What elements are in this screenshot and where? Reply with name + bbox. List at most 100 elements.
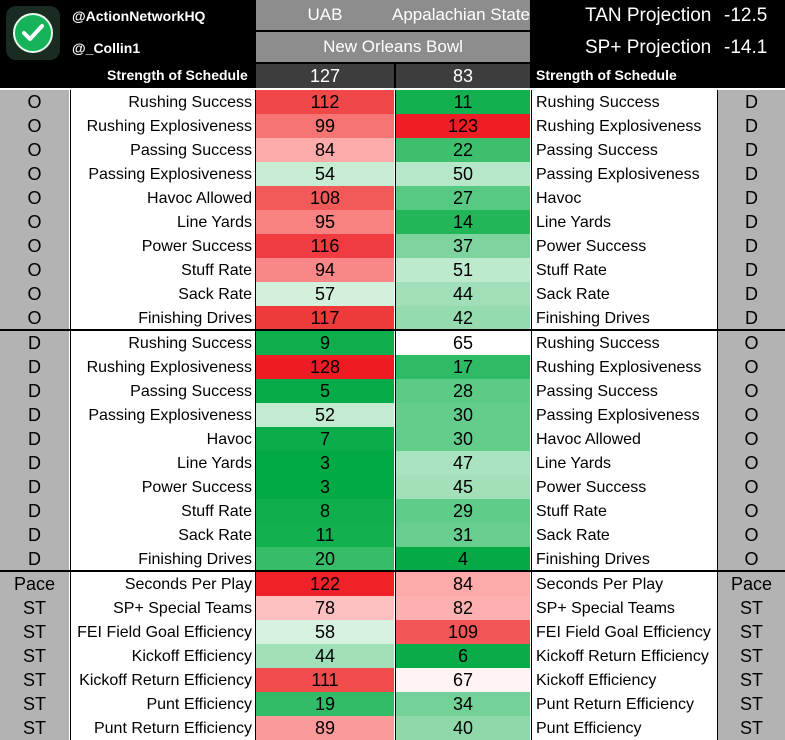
team-b-rank: 14 — [396, 210, 530, 234]
team-a-rank: 116 — [256, 234, 394, 258]
team-a-rank: 54 — [256, 162, 394, 186]
right-side-code: O — [718, 331, 785, 355]
left-side-code: O — [0, 90, 69, 114]
left-stat-label: Power Success — [141, 238, 252, 255]
right-stat-label: Power Success — [536, 238, 647, 255]
sp-projection-label: SP+ Projection — [585, 37, 712, 58]
team-b-rank: 47 — [396, 451, 530, 475]
left-stat-label: Havoc — [206, 431, 252, 448]
table-row: O Passing Explosiveness 54 50 Passing Explos… — [0, 162, 785, 186]
left-stat-label: Kickoff Efficiency — [131, 648, 252, 665]
team-a-rank: 57 — [256, 282, 394, 306]
table-row: Pace Seconds Per Play 122 84 Seconds Per Pla… — [0, 572, 785, 596]
left-side-code: D — [0, 331, 69, 355]
left-side-code: ST — [0, 620, 69, 644]
right-side-code: ST — [718, 692, 785, 716]
table-row: D Rushing Success 9 65 Rushing Success O — [0, 331, 785, 355]
left-side-code: O — [0, 234, 69, 258]
right-stat-label: Finishing Drives — [536, 551, 650, 568]
left-side-code: O — [0, 210, 69, 234]
table-row: ST SP+ Special Teams 78 82 SP+ Special Teams… — [0, 596, 785, 620]
table-row: D Stuff Rate 8 29 Stuff Rate O — [0, 499, 785, 523]
table-row: D Sack Rate 11 31 Sack Rate O — [0, 523, 785, 547]
right-stat-label: Rushing Success — [536, 94, 660, 111]
right-stat-label: Line Yards — [536, 455, 612, 472]
right-stat-label: Punt Return Efficiency — [536, 696, 695, 713]
tan-projection-label: TAN Projection — [585, 5, 712, 26]
left-stat-label: Rushing Explosiveness — [86, 359, 252, 376]
team-a-rank: 9 — [256, 331, 394, 355]
team-b-rank: 4 — [396, 547, 530, 571]
right-side-code: Pace — [718, 572, 785, 596]
right-side-code: O — [718, 523, 785, 547]
right-side-code: O — [718, 451, 785, 475]
left-side-code: ST — [0, 668, 69, 692]
team-a-rank: 111 — [256, 668, 394, 692]
team-a-rank: 108 — [256, 186, 394, 210]
right-side-code: D — [718, 306, 785, 330]
team-b-rank: 123 — [396, 114, 530, 138]
right-side-code: D — [718, 114, 785, 138]
handle-collin: @_Collin1 — [72, 40, 141, 56]
team-a-rank: 117 — [256, 306, 394, 330]
table-row: D Power Success 3 45 Power Success O — [0, 475, 785, 499]
right-stat-label: Sack Rate — [536, 527, 610, 544]
right-stat-label: Havoc — [536, 190, 582, 207]
team-b-rank: 65 — [396, 331, 530, 355]
checkmark-icon — [13, 13, 53, 53]
table-row: ST FEI Field Goal Efficiency 58 109 FEI Fiel… — [0, 620, 785, 644]
action-network-logo — [6, 6, 60, 60]
table-row: O Stuff Rate 94 51 Stuff Rate D — [0, 258, 785, 282]
team-a-rank: 58 — [256, 620, 394, 644]
team-a-rank: 112 — [256, 90, 394, 114]
table-row: O Passing Success 84 22 Passing Success D — [0, 138, 785, 162]
right-side-code: O — [718, 499, 785, 523]
left-stat-label: Finishing Drives — [138, 551, 252, 568]
right-stat-label: Rushing Explosiveness — [536, 118, 702, 135]
left-stat-label: Line Yards — [176, 214, 252, 231]
team-a-rank: 128 — [256, 355, 394, 379]
team-a-rank: 3 — [256, 451, 394, 475]
right-stat-label: FEI Field Goal Efficiency — [536, 624, 711, 641]
right-side-code: ST — [718, 620, 785, 644]
team-b-rank: 42 — [396, 306, 530, 330]
right-side-code: D — [718, 234, 785, 258]
table-row: O Line Yards 95 14 Line Yards D — [0, 210, 785, 234]
right-stat-label: Kickoff Return Efficiency — [536, 648, 709, 665]
table-row: D Havoc 7 30 Havoc Allowed O — [0, 427, 785, 451]
table-row: ST Kickoff Efficiency 44 6 Kickoff Return Ef… — [0, 644, 785, 668]
team-a-rank: 11 — [256, 523, 394, 547]
left-side-code: D — [0, 451, 69, 475]
left-side-code: O — [0, 114, 69, 138]
right-side-code: O — [718, 355, 785, 379]
left-stat-label: Sack Rate — [178, 527, 252, 544]
team-b-rank: 22 — [396, 138, 530, 162]
team-a-rank: 89 — [256, 716, 394, 740]
team-b-rank: 109 — [396, 620, 530, 644]
left-side-code: D — [0, 379, 69, 403]
right-stat-label: Line Yards — [536, 214, 612, 231]
team-b-rank: 50 — [396, 162, 530, 186]
left-stat-label: Punt Return Efficiency — [93, 720, 252, 737]
right-side-code: O — [718, 403, 785, 427]
right-side-code: ST — [718, 596, 785, 620]
column-divider — [531, 90, 532, 740]
right-stat-label: Stuff Rate — [536, 262, 607, 279]
team-b-rank: 30 — [396, 427, 530, 451]
left-stat-label: Sack Rate — [178, 286, 252, 303]
right-stat-label: Rushing Success — [536, 335, 660, 352]
right-stat-label: Passing Explosiveness — [536, 407, 700, 424]
right-side-code: D — [718, 282, 785, 306]
left-stat-label: SP+ Special Teams — [113, 600, 252, 617]
table-row: D Passing Explosiveness 52 30 Passing Explos… — [0, 403, 785, 427]
section-divider — [0, 329, 785, 331]
right-side-code: D — [718, 186, 785, 210]
sp-projection-value: -14.1 — [724, 37, 768, 58]
team-a-name: UAB — [256, 0, 394, 30]
left-stat-label: Passing Success — [130, 383, 252, 400]
left-side-code: D — [0, 523, 69, 547]
left-stat-label: Rushing Success — [128, 94, 252, 111]
left-stat-label: Rushing Success — [128, 335, 252, 352]
table-row: ST Punt Return Efficiency 89 40 Punt Efficie… — [0, 716, 785, 740]
